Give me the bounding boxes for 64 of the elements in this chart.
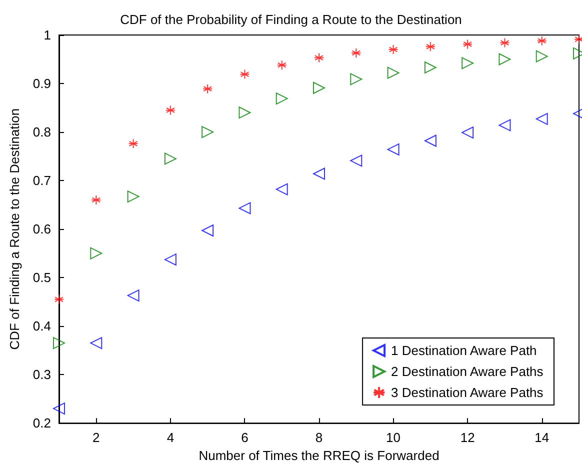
x-tick-label: 4 xyxy=(166,430,174,446)
legend-label: 2 Destination Aware Paths xyxy=(391,364,544,379)
point xyxy=(313,168,325,180)
y-tick-label: 0.9 xyxy=(32,76,51,92)
point xyxy=(202,126,214,138)
point xyxy=(424,62,436,74)
point xyxy=(238,202,251,214)
y-tick-label: 0.7 xyxy=(32,173,51,188)
point xyxy=(90,337,102,350)
point xyxy=(424,134,436,147)
point xyxy=(164,254,176,266)
point xyxy=(536,112,548,125)
y-tick-label: 0.5 xyxy=(32,270,51,286)
y-tick-label: 0.3 xyxy=(32,367,51,382)
point xyxy=(498,119,511,132)
point xyxy=(387,143,400,156)
point xyxy=(425,42,436,52)
point xyxy=(54,294,64,304)
point xyxy=(276,183,288,196)
point xyxy=(498,53,511,66)
point xyxy=(314,52,324,63)
point xyxy=(238,106,251,119)
point xyxy=(276,92,288,105)
point xyxy=(91,194,102,205)
x-tick-label: 8 xyxy=(315,430,323,446)
point xyxy=(536,50,548,62)
point xyxy=(500,38,510,48)
point xyxy=(127,190,140,203)
chart-title: CDF of the Probability of Finding a Route to the Destination xyxy=(120,12,462,27)
point xyxy=(53,337,65,350)
legend-label: 3 Destination Aware Paths xyxy=(391,385,544,400)
point xyxy=(313,82,325,94)
point xyxy=(90,247,102,260)
x-tick-label: 6 xyxy=(241,430,248,446)
x-tick-label: 14 xyxy=(534,430,550,446)
point xyxy=(387,66,400,79)
x-tick-label: 12 xyxy=(460,430,475,446)
y-tick-label: 0.2 xyxy=(32,416,51,431)
point xyxy=(462,39,473,50)
point xyxy=(164,152,176,165)
point xyxy=(350,73,362,86)
legend-label: 1 Destination Aware Path xyxy=(391,343,537,358)
point xyxy=(165,105,176,116)
point xyxy=(240,69,250,80)
y-tick-label: 1 xyxy=(44,28,51,42)
x-tick-label: 2 xyxy=(92,430,100,446)
point xyxy=(462,126,474,139)
point xyxy=(350,154,362,167)
point xyxy=(127,290,140,302)
x-tick-label: 10 xyxy=(386,430,401,446)
point xyxy=(351,48,362,58)
point xyxy=(462,57,474,70)
y-axis-title: CDF of Finding a Route to the Destination xyxy=(7,108,22,350)
point xyxy=(202,84,213,94)
x-axis-title: Number of Times the RREQ is Forwarded xyxy=(198,448,440,463)
point xyxy=(202,224,214,237)
point xyxy=(128,138,138,149)
y-tick-label: 0.8 xyxy=(32,124,51,140)
y-tick-label: 0.4 xyxy=(32,318,51,334)
y-tick-label: 0.6 xyxy=(32,222,51,237)
point xyxy=(276,60,287,70)
point xyxy=(536,36,547,46)
point xyxy=(388,44,398,55)
point xyxy=(53,402,65,415)
